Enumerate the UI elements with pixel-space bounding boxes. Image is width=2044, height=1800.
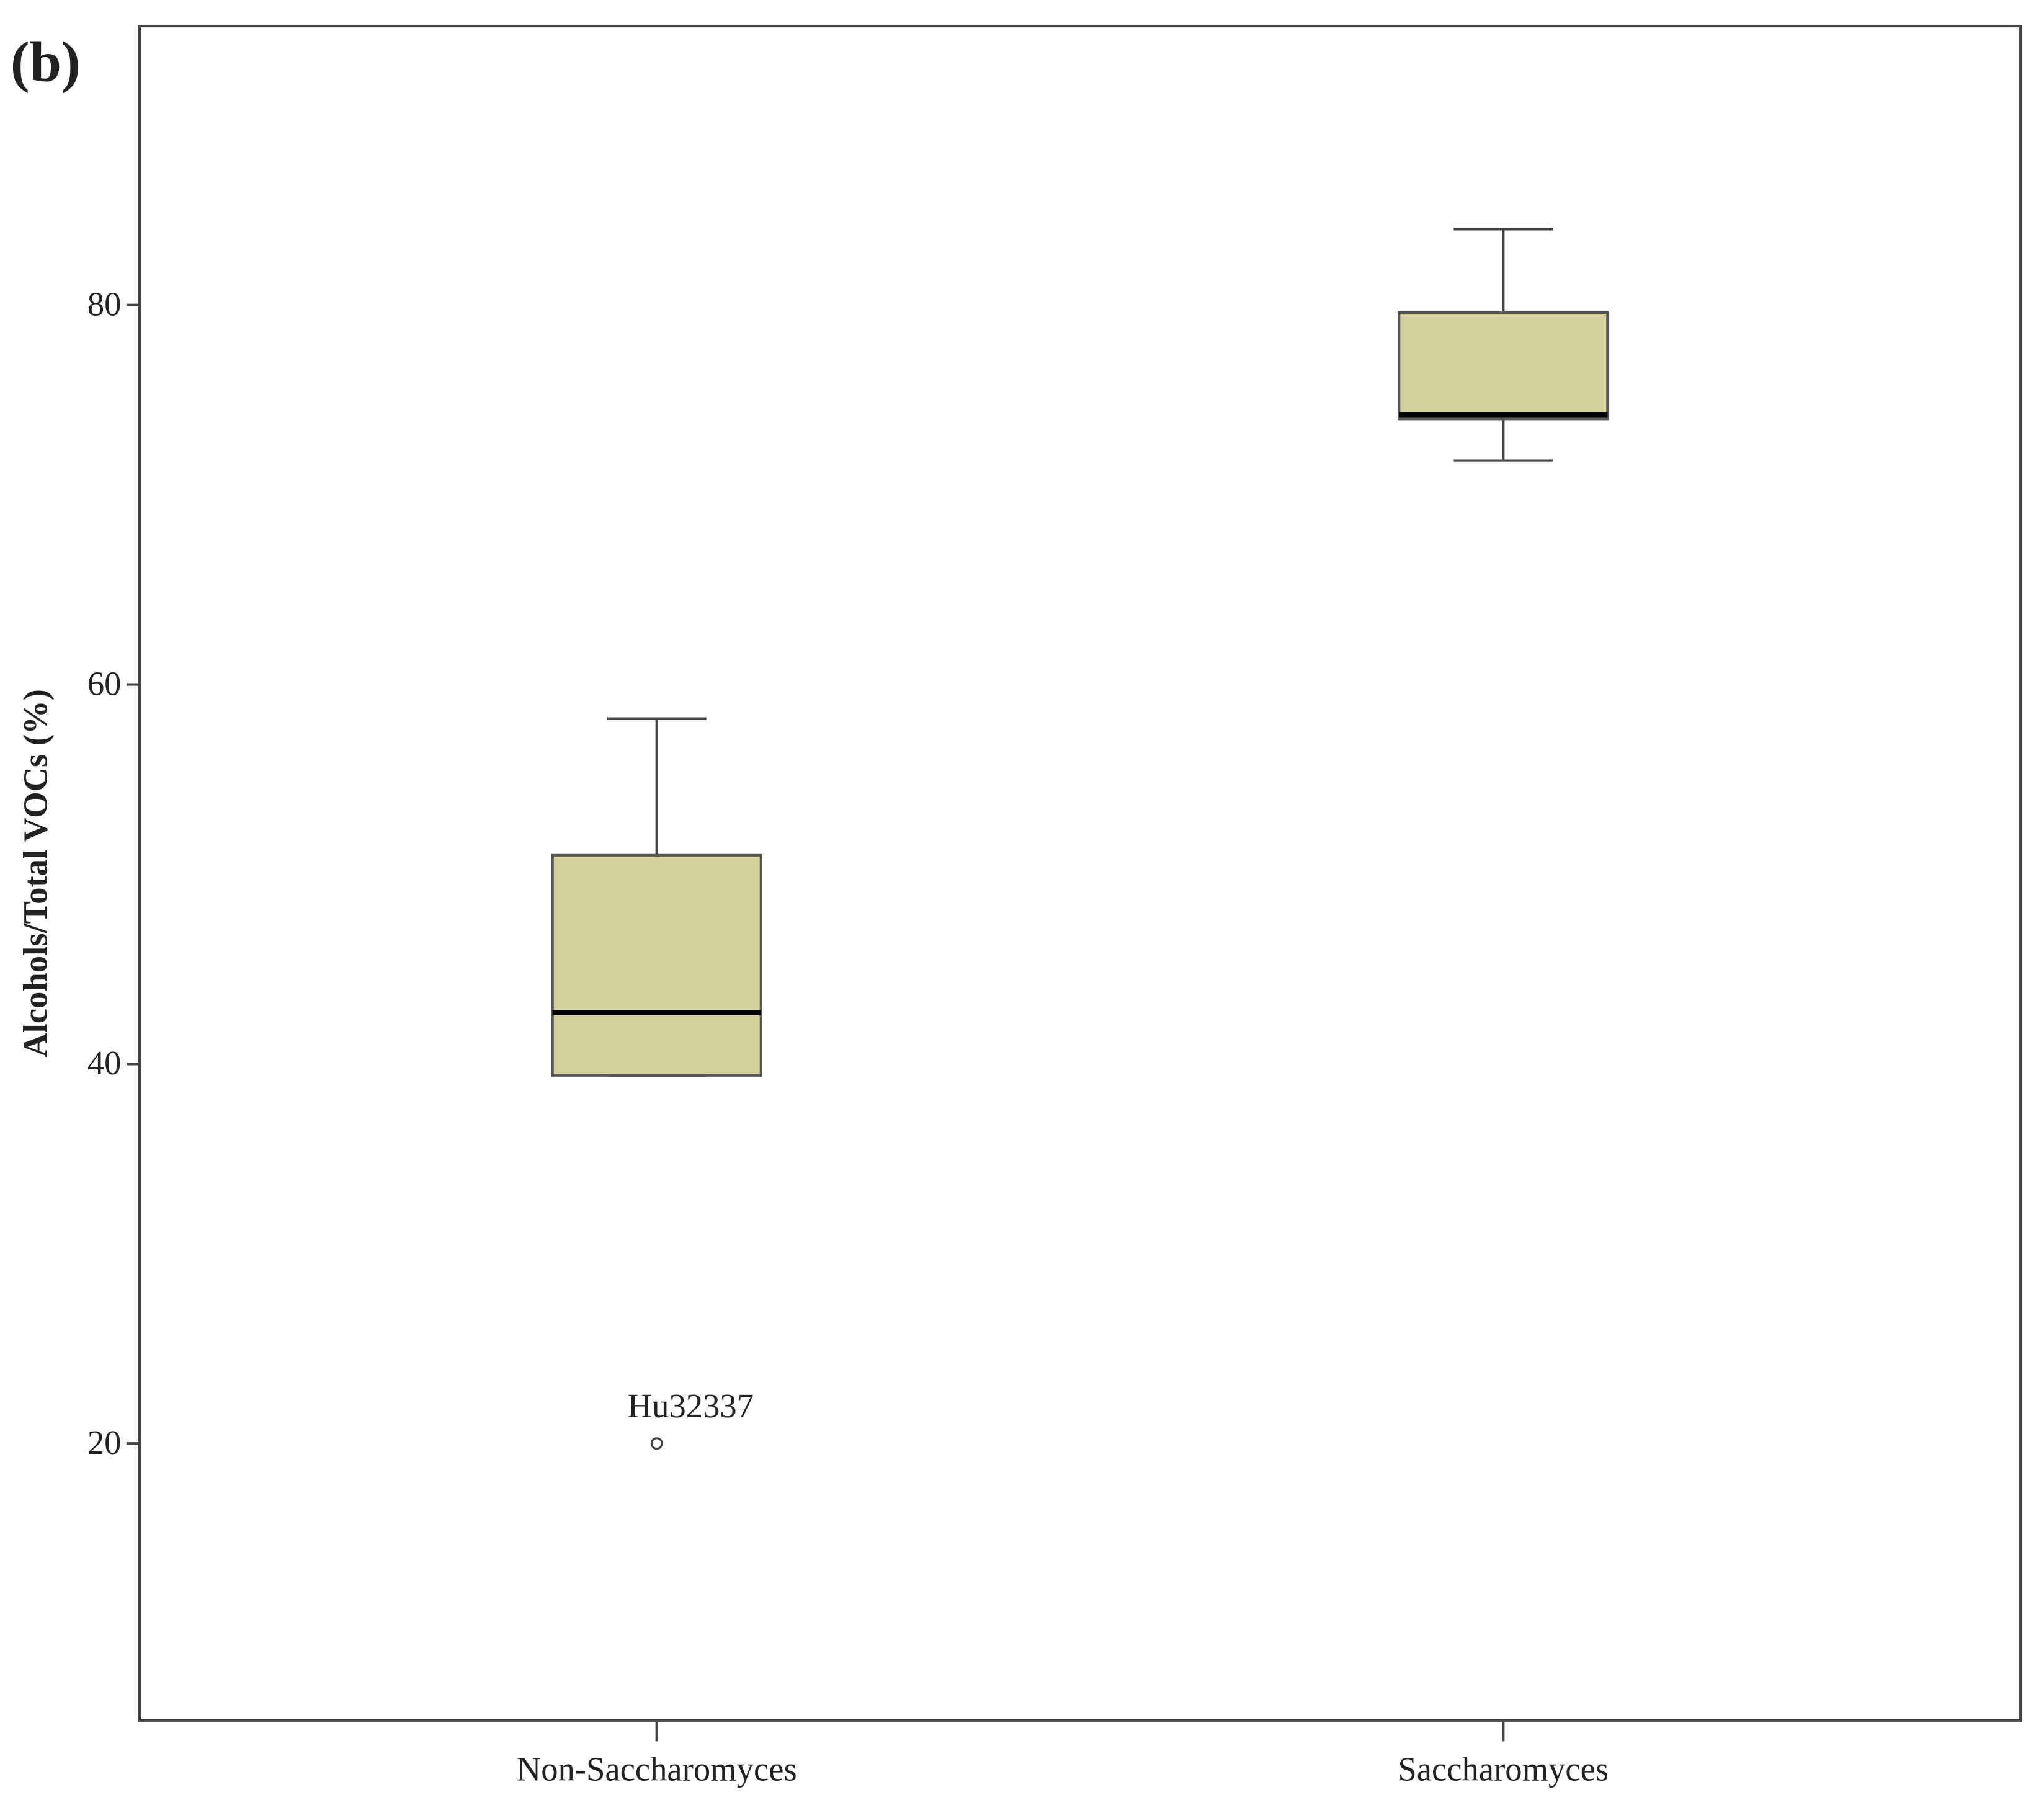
y-axis-label: Alcohols/Total VOCs (%)	[17, 689, 55, 1058]
plot-frame	[138, 24, 2022, 1722]
y-tick-label: 20	[87, 1424, 122, 1461]
y-tick-label: 80	[87, 285, 122, 323]
x-tick-label: Non-Saccharomyces	[517, 1750, 797, 1788]
outlier-label: Hu32337	[628, 1387, 754, 1425]
box	[1398, 311, 1609, 421]
x-tick-label: Saccharomyces	[1398, 1750, 1609, 1788]
y-tick-label: 60	[87, 664, 122, 702]
y-tick-label: 40	[87, 1044, 122, 1082]
outlier	[650, 1437, 663, 1450]
panel-label: (b)	[11, 30, 81, 93]
box	[551, 853, 762, 1077]
